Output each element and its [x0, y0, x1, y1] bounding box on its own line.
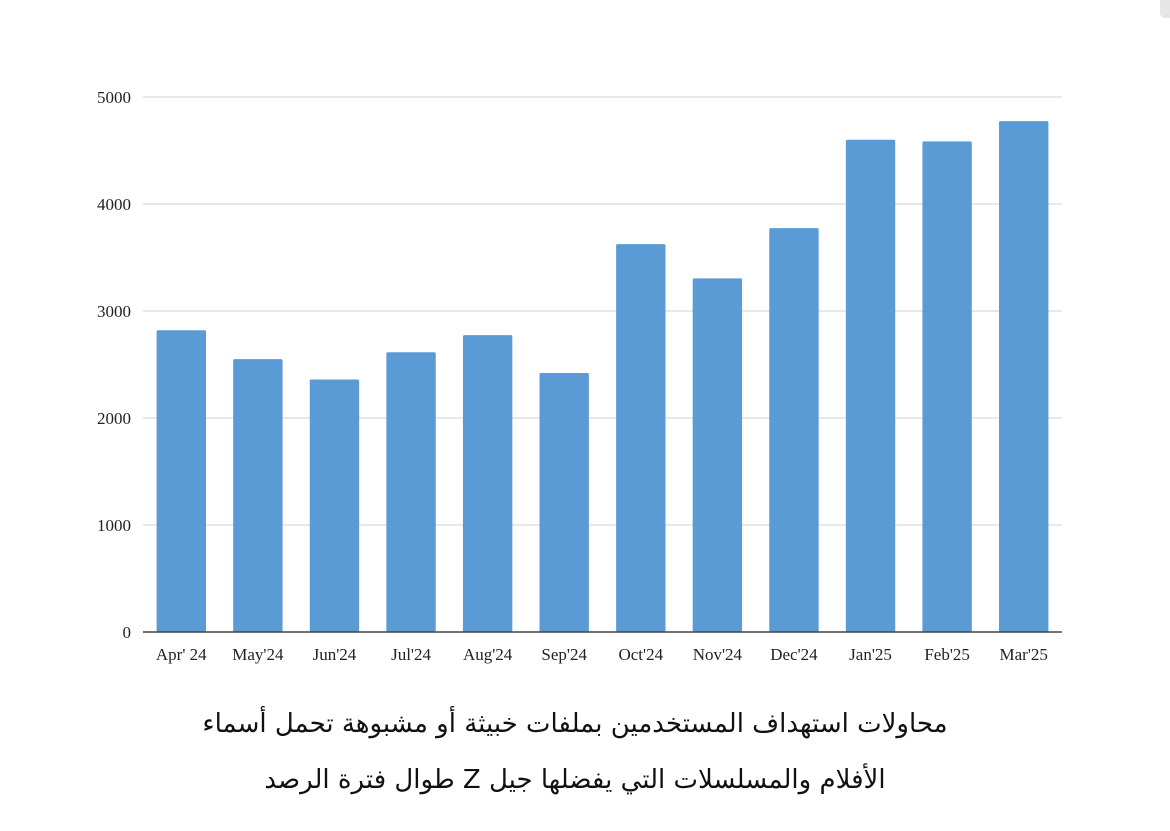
y-tick-label: 1000 — [97, 516, 131, 535]
x-tick-label: Dec'24 — [770, 645, 818, 664]
x-tick-label: May'24 — [232, 645, 284, 664]
bar — [386, 352, 436, 632]
bar — [233, 359, 283, 632]
x-tick-label: Aug'24 — [463, 645, 513, 664]
bar — [156, 330, 206, 632]
chart-area: 0 1000 2000 3000 4000 5000 Apr' 24 May'24 Jun'24… — [97, 88, 1062, 664]
y-tick-label: 2000 — [97, 409, 131, 428]
bar — [539, 373, 589, 632]
caption-line-1: محاولات استهداف المستخدمين بملفات خبيثة … — [202, 709, 948, 739]
bar — [922, 141, 972, 632]
y-tick-label: 5000 — [97, 88, 131, 107]
x-tick-label: Apr' 24 — [156, 645, 207, 664]
bar-chart: 0 1000 2000 3000 4000 5000 Apr' 24 May'24 Jun'24… — [97, 88, 1062, 664]
window-corner-decoration — [1160, 0, 1170, 18]
x-tick-label: Sep'24 — [541, 645, 587, 664]
chart-caption: محاولات استهداف المستخدمين بملفات خبيثة … — [60, 696, 1090, 808]
bar — [692, 278, 743, 632]
bar — [845, 139, 896, 633]
x-tick-label: Jan'25 — [849, 645, 892, 664]
y-tick-label: 0 — [123, 623, 132, 642]
x-tick-label: Nov'24 — [693, 645, 743, 664]
bar — [999, 121, 1049, 632]
x-tick-label: Oct'24 — [618, 645, 663, 664]
y-tick-label: 4000 — [97, 195, 131, 214]
y-tick-label: 3000 — [97, 302, 131, 321]
x-tick-label: Feb'25 — [924, 645, 970, 664]
bar — [309, 379, 360, 632]
x-tick-label: Jul'24 — [391, 645, 431, 664]
bar — [462, 335, 513, 632]
bar — [616, 244, 666, 632]
caption-line-2: الأفلام والمسلسلات التي يفضلها جيل Z طوا… — [264, 765, 886, 795]
x-tick-label: Jun'24 — [313, 645, 357, 664]
bar — [769, 228, 819, 632]
x-tick-label: Mar'25 — [1000, 645, 1048, 664]
